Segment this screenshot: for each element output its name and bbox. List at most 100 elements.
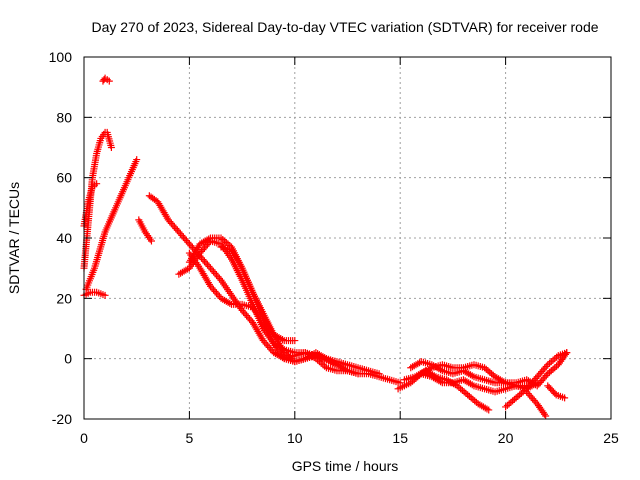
data-point	[561, 394, 569, 402]
data-point	[542, 362, 550, 370]
data-point	[527, 380, 535, 388]
data-point	[539, 375, 547, 383]
data-point	[199, 256, 207, 264]
data-point	[538, 368, 546, 376]
data-point	[530, 376, 538, 384]
data-point	[107, 144, 115, 151]
data-point	[538, 377, 546, 385]
y-tick-label: 100	[49, 49, 73, 65]
y-tick-label: 40	[56, 230, 72, 246]
data-point	[206, 264, 214, 272]
x-tick-label: 10	[287, 430, 303, 446]
data-point	[200, 257, 208, 265]
y-tick-label: 20	[56, 290, 72, 306]
data-point	[181, 235, 189, 243]
data-point	[526, 391, 534, 399]
data-point	[208, 284, 216, 292]
data-point	[182, 237, 190, 245]
data-point	[551, 389, 559, 397]
data-point	[178, 231, 186, 239]
data-point	[354, 370, 362, 378]
data-point	[205, 262, 213, 270]
data-point	[199, 246, 207, 254]
data-point	[524, 390, 532, 398]
data-point	[209, 286, 217, 294]
data-point	[529, 395, 537, 403]
data-point	[524, 383, 532, 391]
data-point	[536, 369, 544, 377]
data-point	[532, 374, 540, 382]
x-tick-label: 5	[186, 430, 194, 446]
y-tick-label: 60	[56, 170, 72, 186]
data-point	[540, 410, 548, 418]
data-point	[526, 381, 534, 389]
data-point	[202, 242, 210, 250]
data-point	[244, 313, 252, 321]
data-point	[213, 271, 221, 279]
data-point	[164, 216, 172, 224]
data-point	[265, 343, 273, 351]
data-point	[542, 412, 550, 420]
data-point	[200, 244, 208, 252]
data-point	[167, 219, 175, 227]
data-point	[176, 230, 184, 238]
data-point	[105, 77, 113, 85]
data-point	[246, 315, 254, 323]
data-point	[133, 156, 141, 164]
x-tick-label: 0	[80, 430, 88, 446]
chart-title: Day 270 of 2023, Sidereal Day-to-day VTE…	[91, 19, 598, 35]
data-point	[523, 388, 531, 396]
y-tick-label: 80	[56, 109, 72, 125]
data-point	[259, 337, 267, 345]
data-point	[166, 218, 174, 226]
x-tick-label: 25	[603, 430, 619, 446]
data-point	[185, 240, 193, 248]
y-tick-label: -20	[52, 411, 72, 427]
data-point	[241, 310, 249, 318]
data-point	[208, 266, 216, 274]
data-point	[527, 393, 535, 401]
data-point	[213, 289, 221, 297]
data-point	[291, 337, 299, 345]
data-point	[206, 282, 214, 290]
data-point	[101, 291, 109, 299]
data-point	[187, 242, 195, 250]
data-point	[485, 406, 493, 414]
x-tick-label: 15	[392, 430, 408, 446]
data-point	[214, 291, 222, 299]
data-point	[267, 345, 275, 353]
data-point	[172, 225, 180, 233]
y-axis-label: SDTVAR / TECUs	[6, 182, 22, 294]
data-point	[203, 261, 211, 269]
axis-ticks: 0 5 10 15 20 25 -20 0 20 40 60 80 100	[49, 49, 619, 446]
data-point	[542, 371, 550, 379]
data-point	[261, 338, 269, 346]
data-point	[209, 268, 217, 276]
data-point	[262, 340, 270, 348]
data-point	[173, 226, 181, 234]
data-point	[375, 370, 383, 378]
data-point	[170, 223, 178, 231]
data-point	[247, 317, 255, 325]
x-axis-label: GPS time / hours	[292, 458, 399, 474]
data-point	[175, 228, 183, 236]
data-point	[184, 238, 192, 246]
x-tick-label: 20	[498, 430, 514, 446]
data-point	[169, 221, 177, 229]
data-point	[216, 275, 224, 283]
data-point	[179, 233, 187, 241]
data-point	[333, 361, 341, 369]
data-point	[541, 364, 549, 372]
data-point	[211, 287, 219, 295]
data-point	[211, 269, 219, 277]
data-points	[80, 74, 571, 420]
data-point	[93, 180, 101, 188]
data-point	[147, 237, 155, 245]
data-point	[238, 306, 246, 314]
data-point	[529, 378, 537, 386]
y-tick-label: 0	[64, 351, 72, 367]
data-point	[539, 366, 547, 374]
data-point	[240, 308, 248, 316]
